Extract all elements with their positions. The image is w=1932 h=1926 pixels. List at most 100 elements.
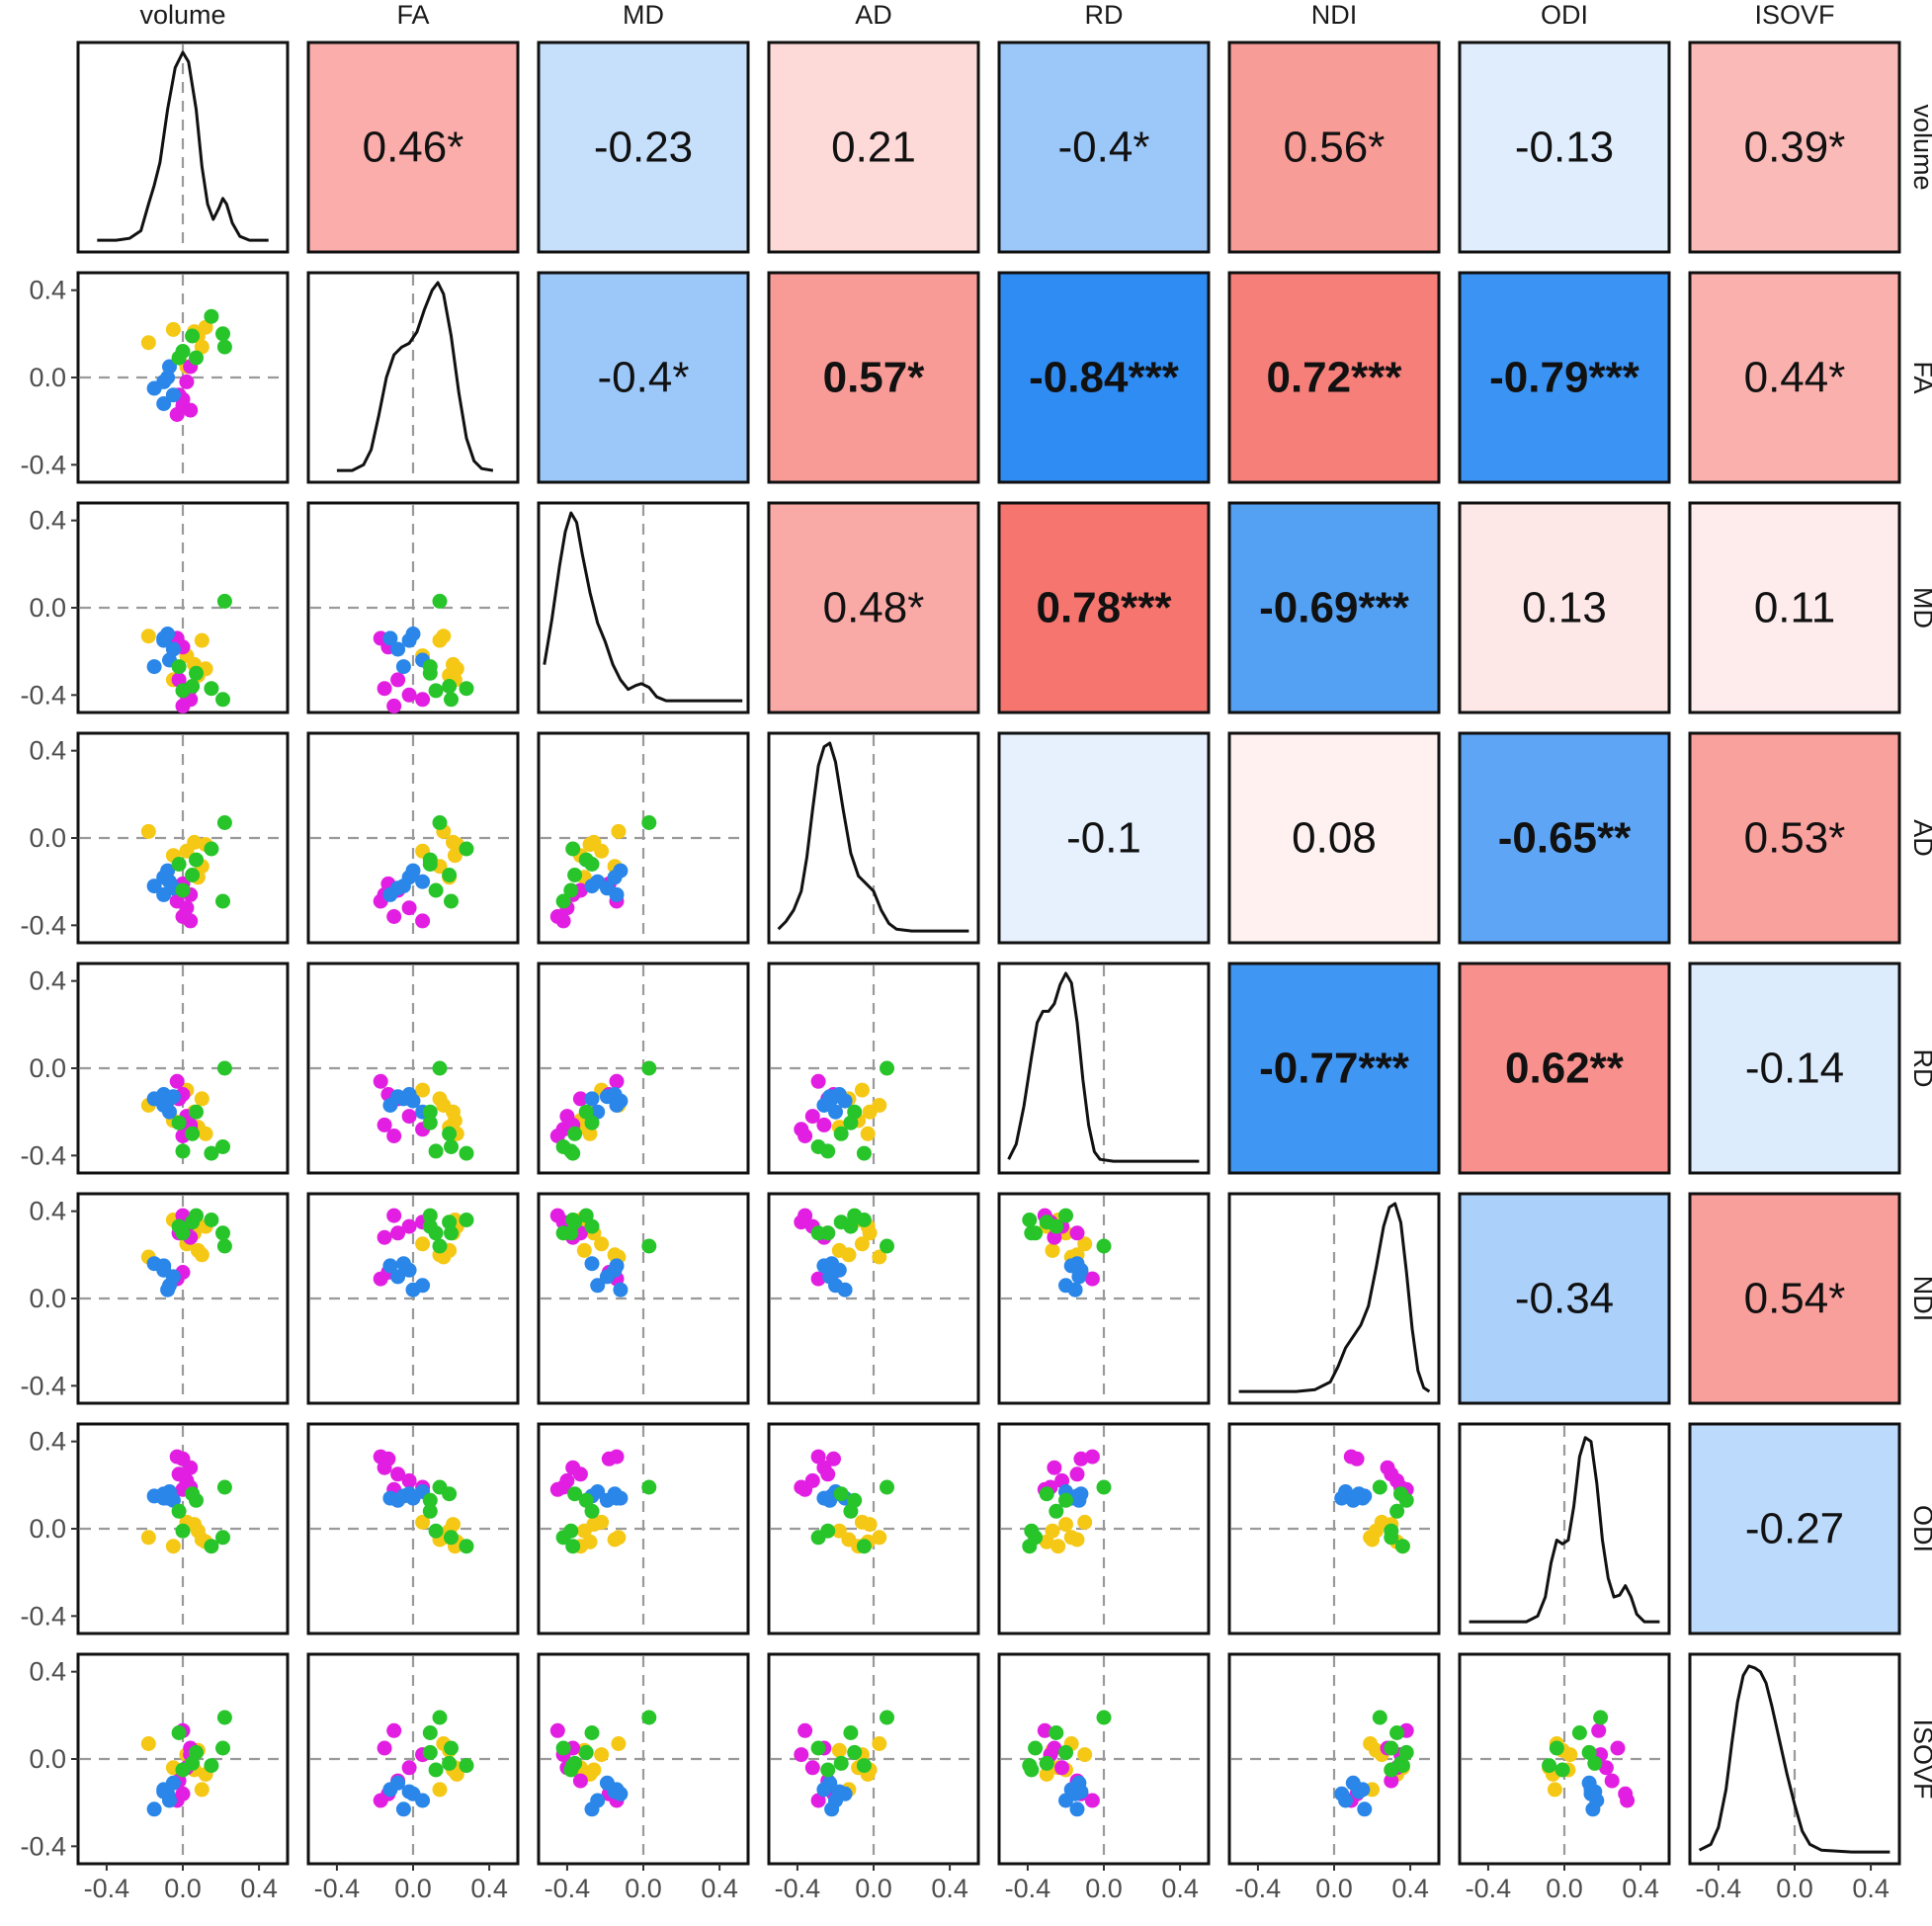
corr-cell-rd-ndi	[1227, 962, 1441, 1175]
data-point	[1047, 1460, 1062, 1475]
col-label-ad: AD	[855, 0, 892, 30]
data-point	[169, 1073, 185, 1089]
data-point	[395, 1801, 411, 1817]
col-label-rd: RD	[1085, 0, 1124, 30]
data-point	[1084, 1793, 1100, 1808]
corr-value-ad-isovf: 0.53*	[1744, 814, 1846, 863]
corr-cell-odi-isovf	[1688, 1422, 1901, 1635]
corr-cell-fa-isovf	[1688, 271, 1901, 484]
data-point	[1096, 1710, 1112, 1725]
data-point	[590, 1484, 606, 1499]
corr-value-rd-ndi: -0.77***	[1259, 1045, 1410, 1093]
data-point	[1077, 1747, 1093, 1763]
data-point	[607, 1532, 623, 1548]
data-point	[578, 1744, 594, 1760]
data-point	[187, 1517, 203, 1533]
data-point	[405, 863, 421, 879]
data-point	[1355, 1490, 1371, 1506]
data-point	[1571, 1725, 1587, 1740]
y-tick-label: 0.0	[29, 363, 66, 392]
data-point	[405, 1093, 421, 1109]
data-point	[216, 593, 232, 609]
corr-value-fa-odi: -0.79***	[1489, 354, 1640, 402]
data-point	[382, 886, 398, 902]
corr-value-volume-isovf: 0.39*	[1744, 124, 1846, 172]
data-point	[432, 1710, 448, 1725]
data-point	[862, 1104, 878, 1120]
data-point	[422, 1104, 438, 1120]
data-point	[1037, 1722, 1052, 1738]
data-point	[156, 886, 172, 902]
data-point	[816, 1098, 832, 1113]
data-point	[856, 1539, 872, 1554]
data-point	[140, 1530, 156, 1546]
data-point	[446, 1517, 461, 1533]
data-point	[594, 1236, 610, 1252]
corr-cell-fa-odi	[1458, 271, 1671, 484]
data-point	[390, 1225, 406, 1241]
data-point	[1365, 1532, 1380, 1548]
row-label-fa: FA	[1908, 361, 1932, 393]
data-point	[189, 852, 204, 868]
data-point	[1591, 1722, 1607, 1738]
data-point	[204, 308, 219, 324]
data-point	[613, 863, 629, 879]
row-label-rd: RD	[1908, 1049, 1932, 1088]
data-point	[216, 1060, 232, 1076]
density-curve-isovf	[1698, 1664, 1890, 1854]
data-point	[1028, 1530, 1044, 1546]
x-tick-label: 0.4	[1391, 1874, 1429, 1903]
data-point	[1338, 1793, 1354, 1808]
data-point	[1058, 1278, 1073, 1294]
y-tick-label: 0.4	[29, 966, 66, 996]
data-point	[872, 1736, 887, 1751]
data-point	[1039, 1755, 1054, 1771]
data-point	[432, 1238, 448, 1254]
data-point	[377, 1460, 392, 1475]
data-point	[216, 1479, 232, 1495]
data-point	[810, 1271, 826, 1287]
data-point	[373, 1073, 388, 1089]
data-point	[162, 1278, 177, 1294]
data-point	[377, 1740, 392, 1756]
x-tick-label: 0.4	[1622, 1874, 1659, 1903]
data-point	[841, 1247, 857, 1263]
data-point	[613, 1282, 629, 1298]
row-label-ndi: NDI	[1908, 1276, 1932, 1322]
corr-cell-ndi-isovf	[1688, 1192, 1901, 1405]
corr-cell-md-ndi	[1227, 501, 1441, 714]
data-point	[609, 1782, 625, 1798]
data-point	[171, 1218, 187, 1234]
data-point	[854, 1236, 870, 1252]
data-point	[156, 1490, 172, 1506]
data-point	[204, 1539, 219, 1554]
data-point	[609, 886, 625, 902]
data-point	[165, 321, 181, 337]
corr-cell-ad-odi	[1458, 731, 1671, 945]
data-point	[1610, 1740, 1626, 1756]
data-point	[1050, 1539, 1066, 1554]
data-point	[810, 1530, 826, 1546]
col-label-md: MD	[623, 0, 664, 30]
data-point	[862, 1225, 878, 1241]
x-tick-label: -0.4	[1696, 1874, 1742, 1903]
data-point	[428, 1523, 444, 1539]
data-point	[586, 1762, 602, 1778]
data-point	[1096, 1238, 1112, 1254]
data-point	[215, 1740, 230, 1756]
corr-cell-fa-rd	[997, 271, 1211, 484]
data-point	[594, 1747, 610, 1763]
data-point	[843, 1115, 859, 1130]
data-point	[422, 1492, 438, 1508]
y-tick-label: 0.4	[29, 1427, 66, 1457]
data-point	[1058, 1492, 1073, 1508]
data-point	[415, 692, 431, 708]
data-point	[872, 1530, 887, 1546]
corr-value-volume-odi: -0.13	[1515, 124, 1614, 172]
data-point	[459, 841, 474, 857]
data-point	[415, 1278, 431, 1294]
data-point	[1394, 1758, 1410, 1774]
data-point	[446, 1104, 461, 1120]
data-point	[175, 1786, 191, 1801]
x-tick-label: 0.0	[1315, 1874, 1353, 1903]
